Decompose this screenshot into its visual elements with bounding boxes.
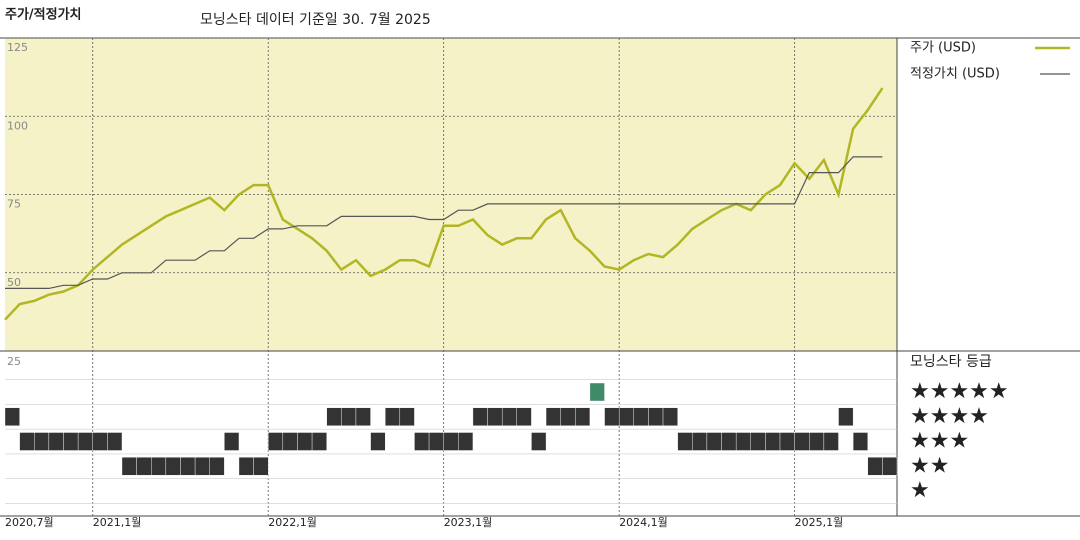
rating-bar xyxy=(326,407,342,426)
rating-bar xyxy=(765,432,781,451)
rating-bar xyxy=(224,432,240,451)
rating-bar xyxy=(4,407,20,426)
x-tick-label: 2022,1월 xyxy=(268,516,317,529)
rating-bar xyxy=(151,457,167,476)
rating-legend: ★★ xyxy=(910,453,949,478)
rating-bar xyxy=(428,432,444,451)
rating-bar xyxy=(399,407,415,426)
rating-bar xyxy=(531,432,547,451)
rating-bar xyxy=(472,407,488,426)
rating-bar xyxy=(48,432,64,451)
rating-legend: ★★★★ xyxy=(910,404,989,429)
rating-bar xyxy=(604,407,620,426)
rating-bar xyxy=(589,382,605,402)
y-tick-label: 100 xyxy=(7,119,28,132)
rating-bar xyxy=(648,407,664,426)
rating-bar xyxy=(692,432,708,451)
chart-subtitle: 모닝스타 데이터 기준일 30. 7월 2025 xyxy=(200,12,431,28)
rating-bar xyxy=(370,432,386,451)
rating-title: 모닝스타 등급 xyxy=(910,354,992,370)
x-tick-label: 2024,1월 xyxy=(619,516,668,529)
rating-bar xyxy=(662,407,678,426)
rating-bar xyxy=(77,432,93,451)
chart-title: 주가/적정가치 xyxy=(5,7,82,23)
rating-legend: ★★★★★ xyxy=(910,379,1009,404)
rating-bar xyxy=(779,432,795,451)
rating-axis-label: 25 xyxy=(7,355,21,368)
rating-bar xyxy=(443,432,459,451)
legend-label: 주가 (USD) xyxy=(910,41,976,56)
rating-bar xyxy=(384,407,401,426)
rating-bar xyxy=(516,407,532,426)
x-tick-label: 2020,7월 xyxy=(5,516,54,529)
rating-bar xyxy=(809,432,825,451)
rating-bar xyxy=(238,457,254,476)
rating-bar xyxy=(282,432,298,451)
rating-bar xyxy=(750,432,766,451)
y-tick-label: 75 xyxy=(7,198,21,211)
rating-bar xyxy=(633,407,649,426)
rating-bar xyxy=(501,407,518,426)
rating-bar xyxy=(677,432,693,451)
rating-bar xyxy=(545,407,561,426)
rating-bar xyxy=(823,432,839,451)
rating-bar xyxy=(121,457,137,476)
rating-bar xyxy=(706,432,722,451)
rating-bar xyxy=(19,432,35,451)
y-tick-label: 125 xyxy=(7,41,28,54)
rating-bar xyxy=(253,457,269,476)
rating-bar xyxy=(721,432,737,451)
x-tick-label: 2023,1월 xyxy=(444,516,493,529)
rating-legend: ★ xyxy=(910,478,930,503)
line-series xyxy=(5,156,883,289)
rating-bar xyxy=(34,432,50,451)
rating-bar xyxy=(735,432,751,451)
rating-bar xyxy=(180,457,196,476)
rating-bar xyxy=(414,432,430,451)
rating-bar xyxy=(355,407,371,426)
y-tick-label: 50 xyxy=(7,276,21,289)
rating-bar xyxy=(852,432,868,451)
rating-bar xyxy=(794,432,810,451)
rating-legend: ★★★ xyxy=(910,429,969,454)
x-tick-label: 2025,1월 xyxy=(795,516,844,529)
rating-bar xyxy=(458,432,474,451)
rating-bar xyxy=(209,457,225,476)
rating-bar xyxy=(107,432,123,451)
rating-bar xyxy=(618,407,634,426)
rating-bar xyxy=(487,407,503,426)
rating-bar xyxy=(268,432,284,451)
rating-bar xyxy=(560,407,576,426)
rating-bar xyxy=(194,457,210,476)
rating-bar xyxy=(63,432,79,451)
rating-bar xyxy=(165,457,181,476)
rating-bar xyxy=(297,432,313,451)
rating-bar xyxy=(311,432,327,451)
rating-bar xyxy=(136,457,152,476)
rating-bar xyxy=(867,457,883,476)
rating-bar xyxy=(341,407,357,426)
legend-label: 적정가치 (USD) xyxy=(910,67,1000,82)
rating-bar xyxy=(838,407,854,426)
x-tick-label: 2021,1월 xyxy=(93,516,142,529)
rating-bar xyxy=(882,457,898,476)
rating-bar xyxy=(92,432,108,451)
rating-bar xyxy=(575,407,591,426)
